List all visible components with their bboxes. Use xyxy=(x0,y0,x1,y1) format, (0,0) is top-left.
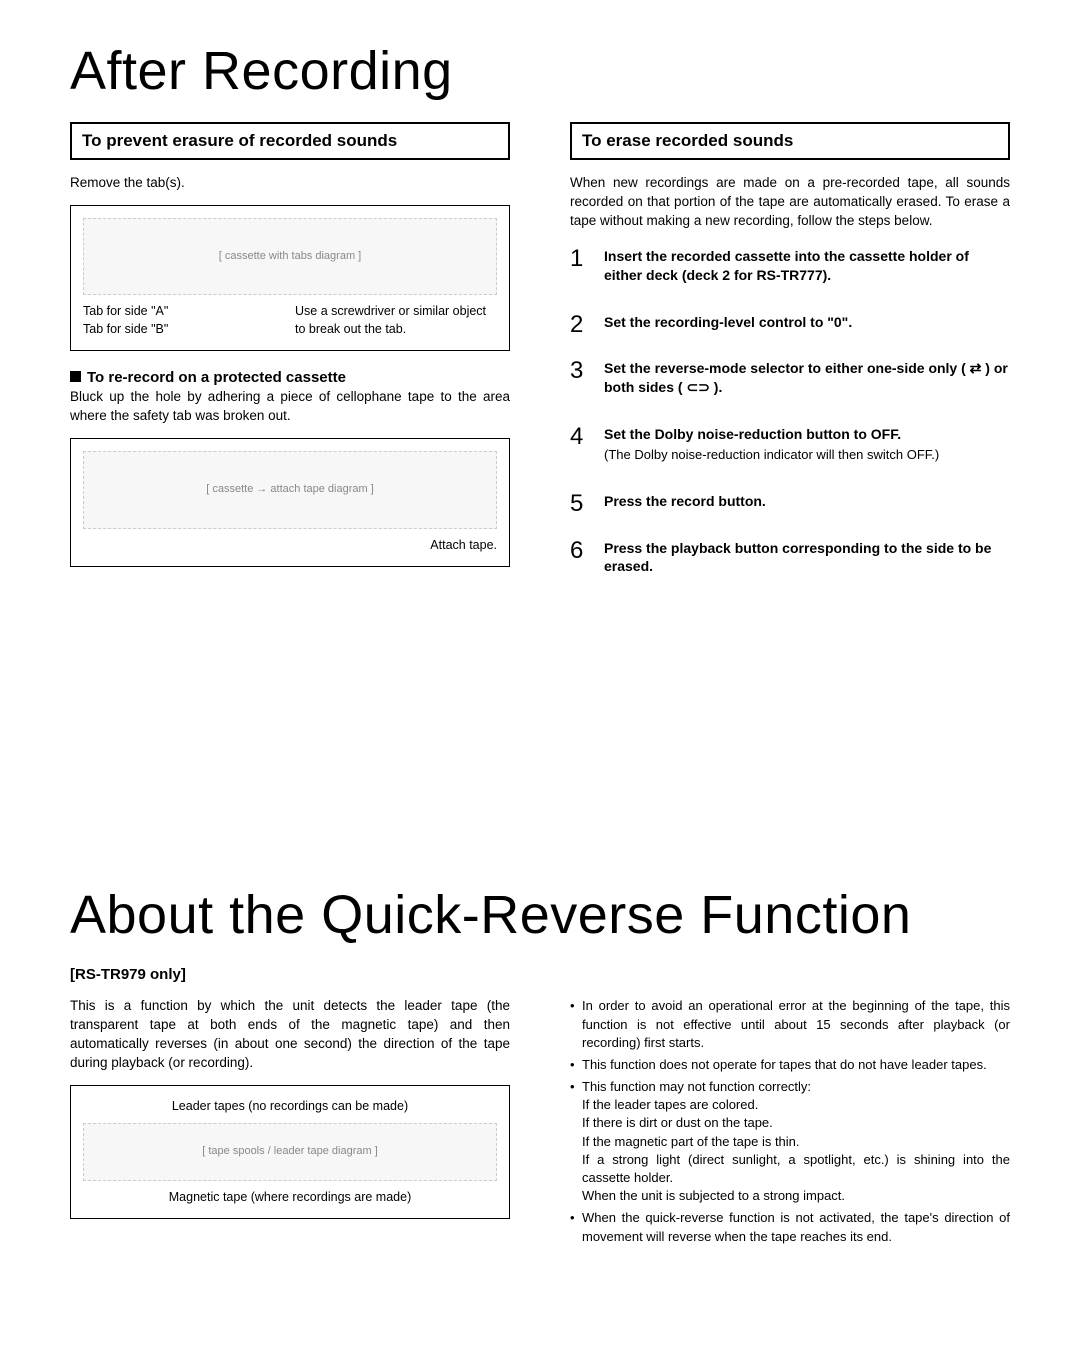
section1-left-column: To prevent erasure of recorded sounds Re… xyxy=(70,122,510,604)
note-3-sub-4: If a strong light (direct sunlight, a sp… xyxy=(582,1151,1010,1187)
screwdriver-instruction: Use a screwdriver or similar object to b… xyxy=(295,303,497,338)
section1-title: After Recording xyxy=(70,40,1010,102)
note-3-sub-5: When the unit is subjected to a strong i… xyxy=(582,1187,1010,1205)
re-record-text: Bluck up the hole by adhering a piece of… xyxy=(70,388,510,426)
leader-tape-illustration: [ tape spools / leader tape diagram ] xyxy=(83,1123,497,1180)
erase-step-1: Insert the recorded cassette into the ca… xyxy=(570,247,1010,285)
magnetic-tape-label: Magnetic tape (where recordings are made… xyxy=(83,1189,497,1207)
section1-columns: To prevent erasure of recorded sounds Re… xyxy=(70,122,1010,604)
rs-tr979-only-label: [RS-TR979 only] xyxy=(70,966,1010,983)
erase-intro-text: When new recordings are made on a pre-re… xyxy=(570,174,1010,231)
erase-steps-list: Insert the recorded cassette into the ca… xyxy=(570,247,1010,577)
section2-left-column: This is a function by which the unit det… xyxy=(70,997,510,1249)
note-3-sub-1: If the leader tapes are colored. xyxy=(582,1096,1010,1114)
erase-step-2: Set the recording-level control to "0". xyxy=(570,313,1010,332)
remove-tabs-text: Remove the tab(s). xyxy=(70,174,510,193)
erase-step-6: Press the playback button corresponding … xyxy=(570,539,1010,577)
section2-columns: This is a function by which the unit det… xyxy=(70,997,1010,1249)
leader-tape-label: Leader tapes (no recordings can be made) xyxy=(83,1098,497,1116)
tab-side-b-label: Tab for side "B" xyxy=(83,321,285,339)
quick-reverse-intro: This is a function by which the unit det… xyxy=(70,997,510,1073)
tab-side-a-label: Tab for side "A" xyxy=(83,303,285,321)
prevent-erasure-heading: To prevent erasure of recorded sounds xyxy=(70,122,510,160)
erase-step-4: Set the Dolby noise-reduction button to … xyxy=(570,425,1010,463)
note-2: This function does not operate for tapes… xyxy=(570,1056,1010,1074)
erase-step-5: Press the record button. xyxy=(570,492,1010,511)
quick-reverse-notes: In order to avoid an operational error a… xyxy=(570,997,1010,1245)
erase-sounds-heading: To erase recorded sounds xyxy=(570,122,1010,160)
re-record-subheading: To re-record on a protected cassette xyxy=(70,369,510,386)
cassette-tab-illustration: [ cassette with tabs diagram ] xyxy=(83,218,497,295)
note-3-sub-2: If there is dirt or dust on the tape. xyxy=(582,1114,1010,1132)
section2-title: About the Quick-Reverse Function xyxy=(70,884,1010,946)
figure-cassette-tabs: [ cassette with tabs diagram ] Tab for s… xyxy=(70,205,510,351)
note-1: In order to avoid an operational error a… xyxy=(570,997,1010,1052)
section1-right-column: To erase recorded sounds When new record… xyxy=(570,122,1010,604)
attach-tape-label: Attach tape. xyxy=(83,537,497,555)
figure-attach-tape: [ cassette → attach tape diagram ] Attac… xyxy=(70,438,510,567)
note-4: When the quick-reverse function is not a… xyxy=(570,1209,1010,1245)
section2-right-column: In order to avoid an operational error a… xyxy=(570,997,1010,1249)
manual-page: After Recording To prevent erasure of re… xyxy=(0,0,1080,1290)
section2: About the Quick-Reverse Function [RS-TR9… xyxy=(70,884,1010,1249)
erase-step-3: Set the reverse-mode selector to either … xyxy=(570,359,1010,397)
figure-leader-tape: Leader tapes (no recordings can be made)… xyxy=(70,1085,510,1219)
note-3-sub-3: If the magnetic part of the tape is thin… xyxy=(582,1133,1010,1151)
attach-tape-illustration: [ cassette → attach tape diagram ] xyxy=(83,451,497,528)
note-3: This function may not function correctly… xyxy=(570,1078,1010,1205)
